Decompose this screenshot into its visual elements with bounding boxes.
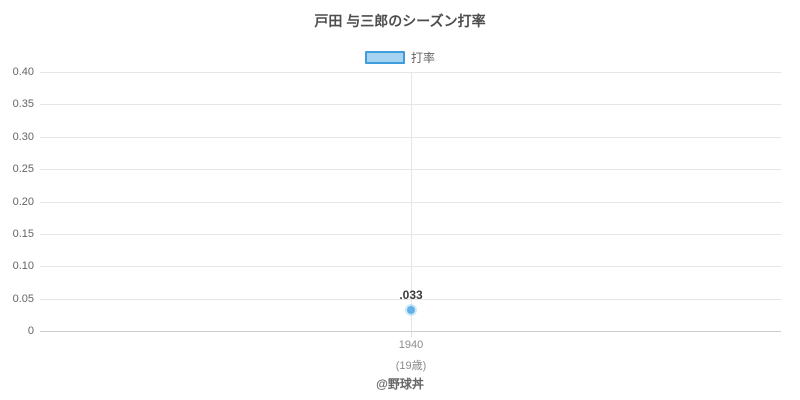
x-axis-line [40, 331, 781, 332]
legend-label: 打率 [410, 51, 435, 65]
data-point-marker[interactable] [407, 305, 415, 314]
gridline-horizontal [40, 137, 781, 138]
x-axis-category-sublabel: (19歳) [395, 360, 427, 372]
y-axis-tick-label: 0.25 [12, 163, 34, 175]
gridline-horizontal [40, 72, 781, 73]
y-axis-tick-label: 0.05 [12, 293, 34, 305]
y-axis-tick-label: 0.10 [12, 260, 34, 272]
x-axis-category-label: 1940 [398, 339, 424, 351]
gridline-horizontal [40, 299, 781, 300]
y-axis-tick-label: 0.20 [12, 196, 34, 208]
y-axis-tick-label: 0.15 [12, 228, 34, 240]
gridline-horizontal [40, 234, 781, 235]
legend-item[interactable]: 打率 [0, 49, 800, 66]
gridline-horizontal [40, 266, 781, 267]
credit-label: @野球丼 [376, 377, 424, 391]
chart-title: 戸田 与三郎のシーズン打率 [314, 13, 486, 29]
data-point-label: .033 [399, 287, 423, 302]
y-axis-tick-label: 0.30 [12, 131, 34, 143]
y-axis-tick-label: 0.35 [12, 98, 34, 110]
x-axis-tick [411, 331, 412, 337]
gridline-vertical [411, 72, 412, 331]
gridline-horizontal [40, 169, 781, 170]
y-axis-tick-label: 0.40 [12, 66, 34, 78]
legend-swatch [364, 51, 405, 64]
gridline-horizontal [40, 104, 781, 105]
y-axis-tick-label: 0 [27, 325, 34, 337]
gridline-horizontal [40, 202, 781, 203]
